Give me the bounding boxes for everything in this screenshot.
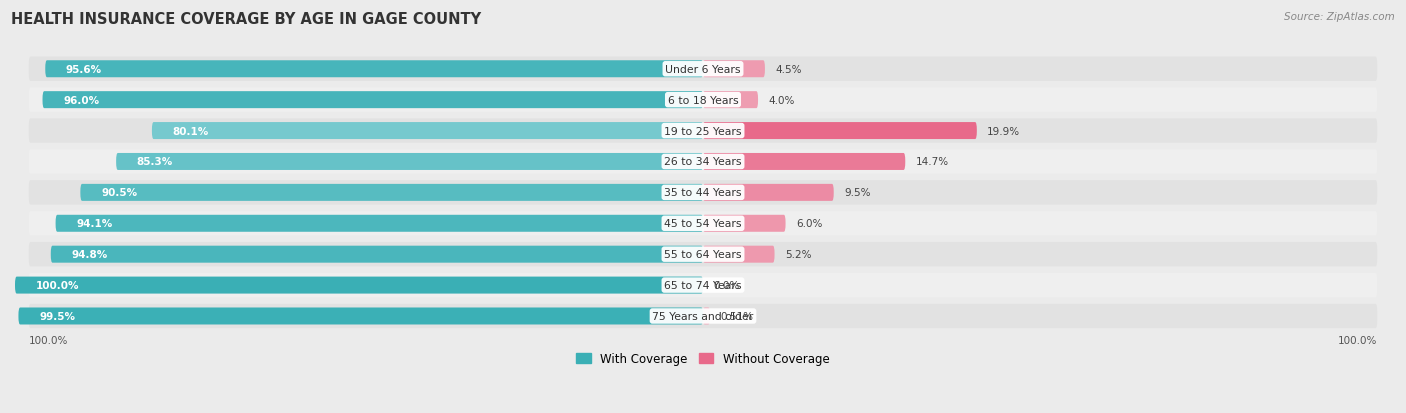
Text: 95.6%: 95.6% — [66, 64, 103, 75]
FancyBboxPatch shape — [45, 61, 703, 78]
FancyBboxPatch shape — [15, 277, 703, 294]
Text: 19.9%: 19.9% — [987, 126, 1021, 136]
FancyBboxPatch shape — [28, 57, 1378, 82]
Text: 5.2%: 5.2% — [785, 249, 811, 259]
Text: 0.51%: 0.51% — [720, 311, 754, 321]
Legend: With Coverage, Without Coverage: With Coverage, Without Coverage — [572, 347, 834, 370]
FancyBboxPatch shape — [117, 154, 703, 171]
Text: 6 to 18 Years: 6 to 18 Years — [668, 95, 738, 105]
FancyBboxPatch shape — [28, 211, 1378, 236]
FancyBboxPatch shape — [56, 215, 703, 232]
FancyBboxPatch shape — [28, 273, 1378, 298]
FancyBboxPatch shape — [18, 308, 703, 325]
Text: 55 to 64 Years: 55 to 64 Years — [664, 249, 742, 259]
FancyBboxPatch shape — [42, 92, 703, 109]
Text: 90.5%: 90.5% — [101, 188, 138, 198]
Text: 65 to 74 Years: 65 to 74 Years — [664, 280, 742, 290]
FancyBboxPatch shape — [51, 246, 703, 263]
FancyBboxPatch shape — [703, 215, 786, 232]
Text: 35 to 44 Years: 35 to 44 Years — [664, 188, 742, 198]
Text: 6.0%: 6.0% — [796, 219, 823, 229]
Text: 100.0%: 100.0% — [28, 335, 67, 345]
Text: Under 6 Years: Under 6 Years — [665, 64, 741, 75]
Text: 0.0%: 0.0% — [713, 280, 740, 290]
Text: 96.0%: 96.0% — [63, 95, 100, 105]
FancyBboxPatch shape — [28, 304, 1378, 328]
FancyBboxPatch shape — [703, 123, 977, 140]
Text: 45 to 54 Years: 45 to 54 Years — [664, 219, 742, 229]
FancyBboxPatch shape — [703, 185, 834, 202]
Text: 26 to 34 Years: 26 to 34 Years — [664, 157, 742, 167]
Text: 80.1%: 80.1% — [173, 126, 209, 136]
Text: 100.0%: 100.0% — [1339, 335, 1378, 345]
Text: 19 to 25 Years: 19 to 25 Years — [664, 126, 742, 136]
FancyBboxPatch shape — [703, 154, 905, 171]
Text: 14.7%: 14.7% — [915, 157, 949, 167]
FancyBboxPatch shape — [80, 185, 703, 202]
FancyBboxPatch shape — [28, 181, 1378, 205]
FancyBboxPatch shape — [28, 119, 1378, 143]
FancyBboxPatch shape — [28, 242, 1378, 267]
FancyBboxPatch shape — [703, 92, 758, 109]
Text: 85.3%: 85.3% — [136, 157, 173, 167]
FancyBboxPatch shape — [703, 308, 710, 325]
Text: 9.5%: 9.5% — [844, 188, 870, 198]
FancyBboxPatch shape — [703, 246, 775, 263]
Text: HEALTH INSURANCE COVERAGE BY AGE IN GAGE COUNTY: HEALTH INSURANCE COVERAGE BY AGE IN GAGE… — [11, 12, 481, 27]
Text: 94.8%: 94.8% — [72, 249, 108, 259]
Text: 4.0%: 4.0% — [768, 95, 794, 105]
FancyBboxPatch shape — [28, 88, 1378, 113]
Text: 4.5%: 4.5% — [775, 64, 801, 75]
Text: 99.5%: 99.5% — [39, 311, 75, 321]
Text: 100.0%: 100.0% — [35, 280, 79, 290]
Text: Source: ZipAtlas.com: Source: ZipAtlas.com — [1284, 12, 1395, 22]
FancyBboxPatch shape — [28, 150, 1378, 174]
Text: 94.1%: 94.1% — [76, 219, 112, 229]
Text: 75 Years and older: 75 Years and older — [652, 311, 754, 321]
FancyBboxPatch shape — [703, 61, 765, 78]
FancyBboxPatch shape — [152, 123, 703, 140]
